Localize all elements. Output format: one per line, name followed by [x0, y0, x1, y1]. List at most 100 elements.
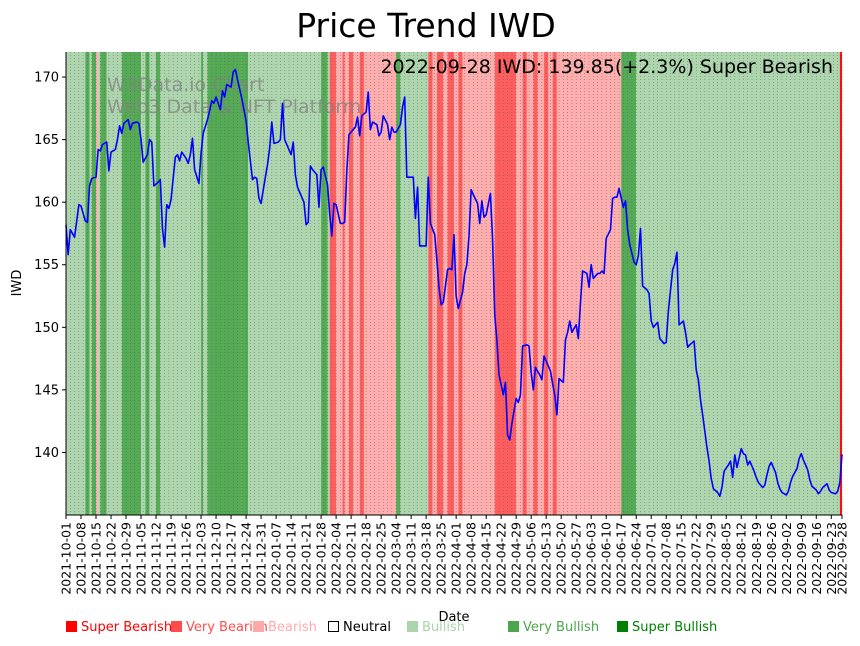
x-tick-label: 2021-10-22	[104, 522, 119, 595]
legend-bearish: Bearish	[253, 620, 317, 635]
x-tick-label: 2021-12-24	[239, 522, 254, 595]
x-tick-label: 2022-02-25	[374, 522, 389, 595]
chart-title: Price Trend IWD	[296, 6, 556, 45]
legend-label-super-bearish: Super Bearish	[81, 620, 173, 635]
regime-band-bullish	[149, 52, 157, 515]
regime-band-bullish	[89, 52, 92, 515]
x-tick-label: 2022-04-15	[479, 522, 494, 595]
regime-band-bullish	[636, 52, 840, 515]
x-tick-label: 2022-05-27	[569, 522, 584, 595]
legend-label-neutral: Neutral	[343, 620, 391, 635]
x-tick-label: 2022-07-29	[704, 522, 719, 595]
x-tick-label: 2022-06-24	[629, 522, 644, 595]
y-tick-label: 155	[34, 258, 59, 273]
x-tick-label: 2022-07-15	[674, 522, 689, 595]
x-tick-label: 2022-03-25	[434, 522, 449, 595]
y-tick-label: 160	[34, 196, 59, 211]
x-tick-label: 2022-08-26	[764, 522, 779, 595]
y-tick-label: 150	[34, 321, 59, 336]
regime-band-very-bullish	[121, 52, 142, 515]
x-tick-label: 2022-04-29	[509, 522, 524, 595]
x-tick-label: 2022-03-11	[404, 522, 419, 595]
regime-band-very-bearish	[436, 52, 444, 515]
legend-swatch-bearish	[253, 621, 264, 632]
y-tick-label: 170	[34, 71, 59, 86]
legend-swatch-super-bullish	[617, 621, 628, 632]
watermark-line-2: Web3 Data & NFT Platform	[107, 96, 361, 118]
legend-super-bullish: Super Bullish	[617, 620, 717, 635]
chart-annotation: 2022-09-28 IWD: 139.85(+2.3%) Super Bear…	[380, 56, 833, 78]
x-tick-label: 2022-09-23	[824, 522, 839, 595]
legend-super-bearish: Super Bearish	[66, 620, 172, 635]
regime-band-very-bearish	[494, 52, 517, 515]
regime-band-very-bearish	[348, 52, 354, 515]
regime-band-very-bullish	[156, 52, 161, 515]
x-tick-label: 2021-10-29	[119, 522, 134, 595]
regime-band-very-bearish	[447, 52, 454, 515]
x-tick-label: 2021-12-10	[209, 522, 224, 595]
x-tick-label: 2021-11-19	[164, 522, 179, 595]
x-tick-label: 2022-02-18	[359, 522, 374, 595]
x-tick-label: 2022-06-03	[584, 522, 599, 595]
axes	[65, 52, 842, 516]
x-tick-label: 2022-01-21	[299, 522, 314, 595]
x-tick-label: 2022-04-22	[494, 522, 509, 595]
regime-band-very-bullish	[621, 52, 637, 515]
regime-band-bearish	[336, 52, 343, 515]
x-tick-label: 2022-08-12	[734, 522, 749, 595]
x-tick-label: 2022-02-04	[329, 522, 344, 595]
regime-band-very-bullish	[91, 52, 97, 515]
x-tick-label: 2021-11-26	[179, 522, 194, 595]
legend-label-very-bearish: Very Bearish	[186, 620, 268, 635]
x-axis-label: Date	[438, 610, 469, 625]
regime-band-very-bearish	[342, 52, 345, 515]
regime-band-bearish	[353, 52, 360, 515]
x-tick-label: 2021-11-05	[134, 522, 149, 595]
legend-label-bullish: Bullish	[422, 620, 466, 635]
x-tick-label: 2022-03-04	[389, 522, 404, 595]
regime-band-bullish	[106, 52, 122, 515]
regime-band-bearish	[344, 52, 349, 515]
x-tick-label: 2022-01-07	[269, 522, 284, 595]
x-tick-label: 2022-08-19	[749, 522, 764, 595]
regime-band-super-bearish	[839, 52, 842, 515]
regime-band-bearish	[526, 52, 534, 515]
regime-band-bearish	[363, 52, 397, 515]
x-tick-label: 2021-10-15	[89, 522, 104, 595]
regime-band-bearish	[537, 52, 545, 515]
legend-label-very-bullish: Very Bullish	[523, 620, 600, 635]
x-axis-ticks: 2021-10-01 2021-10-08 2021-10-15 2021-10-22…	[59, 515, 850, 595]
x-tick-label: 2022-05-20	[554, 522, 569, 595]
y-tick-label: 140	[34, 446, 59, 461]
x-tick-label: 2021-10-01	[59, 522, 74, 595]
x-tick-label: 2022-05-06	[524, 522, 539, 595]
regime-band-bearish	[96, 52, 99, 515]
regime-band-bullish	[160, 52, 202, 515]
legend-swatch-neutral	[328, 621, 339, 632]
regime-band-very-bearish	[329, 52, 337, 515]
y-axis-ticks: 140 145 150 155 160 165 170	[34, 71, 66, 461]
x-tick-label: 2022-07-08	[659, 522, 674, 595]
x-tick-label: 2022-06-17	[614, 522, 629, 595]
x-tick-label: 2021-12-17	[224, 522, 239, 595]
y-axis-label: IWD	[10, 270, 25, 297]
regime-band-bearish	[516, 52, 523, 515]
x-tick-label: 2021-12-03	[194, 522, 209, 595]
legend-very-bearish: Very Bearish	[171, 620, 268, 635]
price-line-iwd	[65, 68, 843, 498]
x-tick-label: 2022-01-14	[284, 522, 299, 595]
x-tick-label: 2022-09-16	[809, 522, 824, 595]
regime-band-bullish	[203, 52, 208, 515]
regime-band-bullish	[66, 52, 86, 515]
x-tick-label: 2021-12-31	[254, 522, 269, 595]
legend-swatch-very-bearish	[171, 621, 182, 632]
regime-legend: Super Bearish Very Bearish Bearish Neutr…	[66, 620, 846, 638]
regime-bands	[66, 52, 842, 515]
regime-band-bearish	[462, 52, 495, 515]
x-tick-label: 2022-04-08	[464, 522, 479, 595]
regime-band-very-bearish	[533, 52, 538, 515]
regime-band-very-bullish	[100, 52, 107, 515]
legend-label-bearish: Bearish	[268, 620, 317, 635]
regime-band-very-bullish	[321, 52, 328, 515]
x-tick-label: 2022-06-10	[599, 522, 614, 595]
